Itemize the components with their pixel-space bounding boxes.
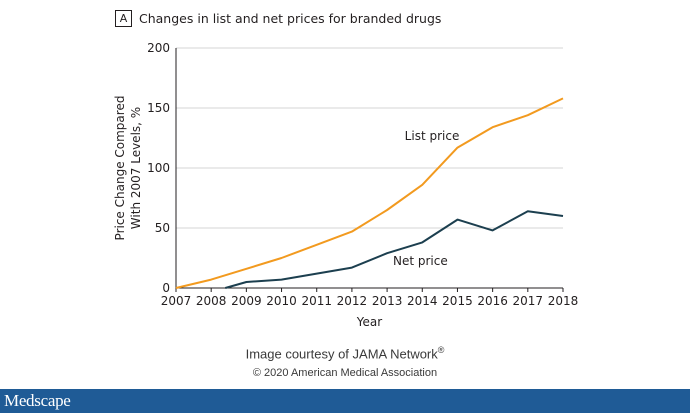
x-tick-label: 2018: [548, 294, 579, 308]
y-axis-label: Price Change Compared: [113, 96, 127, 241]
x-tick-label: 2010: [266, 294, 297, 308]
panel-letter: A: [115, 10, 132, 27]
net-price-line: [225, 210, 564, 289]
y-tick-label: 50: [155, 221, 170, 235]
chart-title: Changes in list and net prices for brand…: [139, 11, 442, 26]
y-tick-label: 100: [147, 161, 170, 175]
copyright-notice: © 2020 American Medical Association: [252, 367, 438, 379]
y-tick-label: 0: [162, 281, 170, 295]
y-axis-label: With 2007 Levels, %: [129, 107, 143, 229]
x-tick-label: 2007: [161, 294, 192, 308]
chart-panel-header: A Changes in list and net prices for bra…: [115, 10, 441, 27]
x-tick-label: 2009: [231, 294, 262, 308]
x-tick-label: 2011: [301, 294, 332, 308]
y-tick-label: 150: [147, 101, 170, 115]
x-axis-label: Year: [356, 315, 382, 329]
list-price-line: [175, 97, 564, 289]
x-tick-label: 2015: [442, 294, 473, 308]
x-tick-label: 2008: [196, 294, 227, 308]
registered-mark: ®: [437, 345, 445, 355]
list-price-label: List price: [405, 129, 460, 143]
x-tick-label: 2012: [337, 294, 368, 308]
net-price-label: Net price: [393, 254, 448, 268]
y-tick-label: 200: [147, 41, 170, 55]
price-change-chart: 0 50 100 150 200 2007 2008 2009 2010 2011 2012 2013…: [113, 41, 579, 329]
x-tick-label: 2013: [372, 294, 403, 308]
x-tick-label: 2017: [513, 294, 544, 308]
medscape-logo[interactable]: Medscape: [4, 391, 71, 410]
footer-bar: Medscape: [0, 389, 690, 413]
x-tick-label: 2014: [407, 294, 438, 308]
image-credit-text: Image courtesy of JAMA Network: [245, 346, 438, 362]
x-tick-label: 2016: [477, 294, 508, 308]
image-credit: Image courtesy of JAMA Network®: [0, 345, 690, 361]
